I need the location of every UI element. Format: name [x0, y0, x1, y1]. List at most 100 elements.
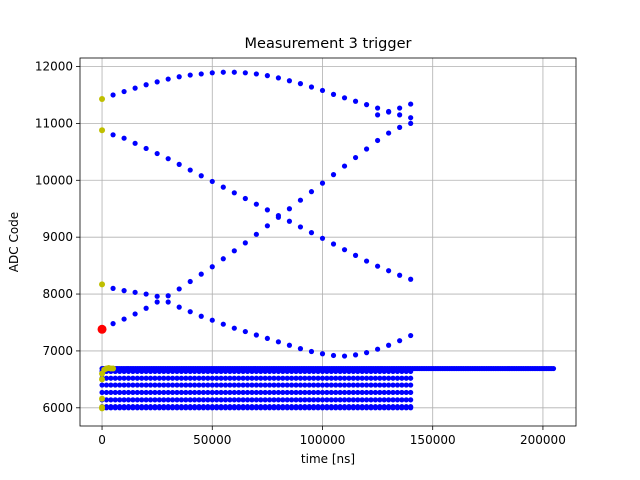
- lower-bands-point: [315, 389, 321, 396]
- lower-bands-point: [258, 382, 264, 388]
- lower-bands-point: [187, 382, 193, 388]
- lower-bands-point: [117, 382, 123, 388]
- lower-bands-point: [130, 404, 136, 410]
- lower-bands-point: [381, 397, 387, 403]
- lower-bands-point: [302, 404, 308, 410]
- lower-bands-point: [341, 404, 348, 410]
- lower-bands-point: [178, 397, 184, 403]
- falling-diagonal-point: [330, 241, 337, 247]
- upper-arc-point: [132, 85, 138, 91]
- lower-bands-point: [130, 397, 136, 403]
- lower-bands-point: [130, 375, 136, 381]
- upper-arc-point: [330, 91, 337, 97]
- lower-bands-point: [147, 397, 154, 403]
- lower-bands-point: [262, 389, 268, 396]
- lower-bands-point: [368, 375, 374, 381]
- lower-bands-point: [377, 404, 383, 410]
- lower-bands-point: [139, 397, 145, 403]
- lower-bands-point: [249, 382, 255, 388]
- lower-bands-point: [337, 375, 343, 381]
- lower-bands-point: [284, 404, 290, 410]
- upper-arc-point: [198, 71, 204, 77]
- lower-bands-point: [240, 389, 246, 396]
- falling-diagonal-point: [198, 173, 204, 179]
- lower-bands-point: [218, 382, 224, 388]
- rising-diagonal-point: [242, 240, 248, 246]
- lower-bands-point: [341, 375, 348, 381]
- rising-diagonal-point: [319, 180, 326, 186]
- lower-bands-point: [147, 404, 154, 410]
- lower-bands-point: [333, 382, 339, 388]
- lower-bands-point: [236, 389, 242, 396]
- lower-bands-point: [306, 368, 312, 374]
- lower-bands-point: [363, 389, 370, 396]
- lower-arc-point: [143, 291, 149, 297]
- lower-bands-point: [346, 375, 352, 381]
- falling-diagonal-point: [209, 178, 215, 185]
- y-tick-label: 10000: [35, 173, 73, 187]
- lower-bands-point: [311, 389, 317, 396]
- lower-bands-point: [289, 382, 295, 388]
- lower-bands-point: [231, 375, 237, 381]
- lower-bands-point: [244, 368, 251, 374]
- lower-bands-point: [134, 368, 140, 374]
- lower-arc-point: [330, 352, 337, 359]
- lower-bands-point: [134, 397, 140, 403]
- lower-bands-point: [386, 389, 392, 396]
- lower-bands-point: [408, 404, 414, 410]
- lower-bands-point: [196, 404, 202, 410]
- lower-bands-point: [319, 389, 326, 396]
- lower-bands-point: [108, 382, 114, 388]
- lower-bands-point: [258, 368, 264, 374]
- lower-bands-point: [139, 375, 145, 381]
- lower-bands-point: [222, 397, 229, 403]
- lower-bands-point: [408, 375, 414, 381]
- lower-bands-point: [139, 404, 145, 410]
- lower-bands-point: [271, 375, 277, 381]
- lower-bands-point: [306, 404, 312, 410]
- rising-diagonal-point: [275, 214, 281, 220]
- lower-bands-point: [372, 404, 378, 410]
- lower-bands-point: [134, 375, 140, 381]
- lower-bands-point: [156, 375, 162, 381]
- lower-bands-point: [249, 368, 255, 374]
- lower-bands-point: [258, 375, 264, 381]
- lower-bands-point: [341, 368, 348, 374]
- upper-arc-point: [408, 115, 414, 121]
- falling-diagonal-point: [220, 184, 226, 190]
- lower-bands-point: [266, 389, 273, 396]
- lower-bands-point: [117, 368, 123, 374]
- lower-bands-point: [244, 404, 251, 410]
- lower-bands-point: [297, 389, 304, 396]
- lower-bands-point: [222, 368, 229, 374]
- lower-bands-point: [117, 397, 123, 403]
- upper-arc-point: [297, 81, 304, 87]
- lower-bands-point: [266, 397, 273, 403]
- lower-bands-point: [227, 368, 233, 374]
- lower-bands-point: [143, 368, 149, 374]
- lower-bands-point: [227, 375, 233, 381]
- lower-bands-point: [324, 368, 330, 374]
- lower-bands-point: [209, 382, 215, 388]
- start-points-point: [99, 281, 106, 288]
- lower-bands-point: [183, 382, 189, 388]
- lower-bands-point: [350, 375, 356, 381]
- y-tick-label: 7000: [42, 344, 73, 358]
- lower-bands-point: [280, 389, 286, 396]
- lower-bands-point: [139, 368, 145, 374]
- upper-arc-point: [397, 112, 403, 118]
- lower-bands-point: [147, 375, 154, 381]
- lower-bands-point: [302, 375, 308, 381]
- lower-bands-point: [205, 397, 211, 403]
- x-tick-label: 100000: [300, 433, 346, 447]
- lower-arc-point: [397, 338, 403, 344]
- lower-bands-point: [399, 404, 405, 410]
- upper-arc-point: [253, 71, 259, 77]
- lower-arc-point: [242, 328, 248, 335]
- lower-bands-point: [192, 389, 198, 396]
- lower-bands-point: [284, 375, 290, 381]
- lower-bands-point: [125, 375, 132, 381]
- lower-bands-point: [236, 404, 242, 410]
- lower-bands-point: [200, 404, 207, 410]
- lower-bands-point: [156, 397, 162, 403]
